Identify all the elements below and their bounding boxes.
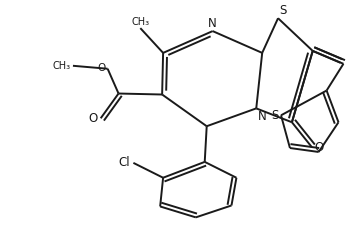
Text: Cl: Cl (119, 156, 131, 169)
Text: S: S (272, 109, 279, 122)
Text: N: N (208, 17, 217, 30)
Text: O: O (97, 63, 106, 73)
Text: O: O (315, 141, 324, 153)
Text: CH₃: CH₃ (53, 61, 71, 71)
Text: O: O (88, 112, 98, 125)
Text: N: N (258, 110, 267, 123)
Text: CH₃: CH₃ (131, 17, 150, 27)
Text: S: S (279, 4, 286, 17)
